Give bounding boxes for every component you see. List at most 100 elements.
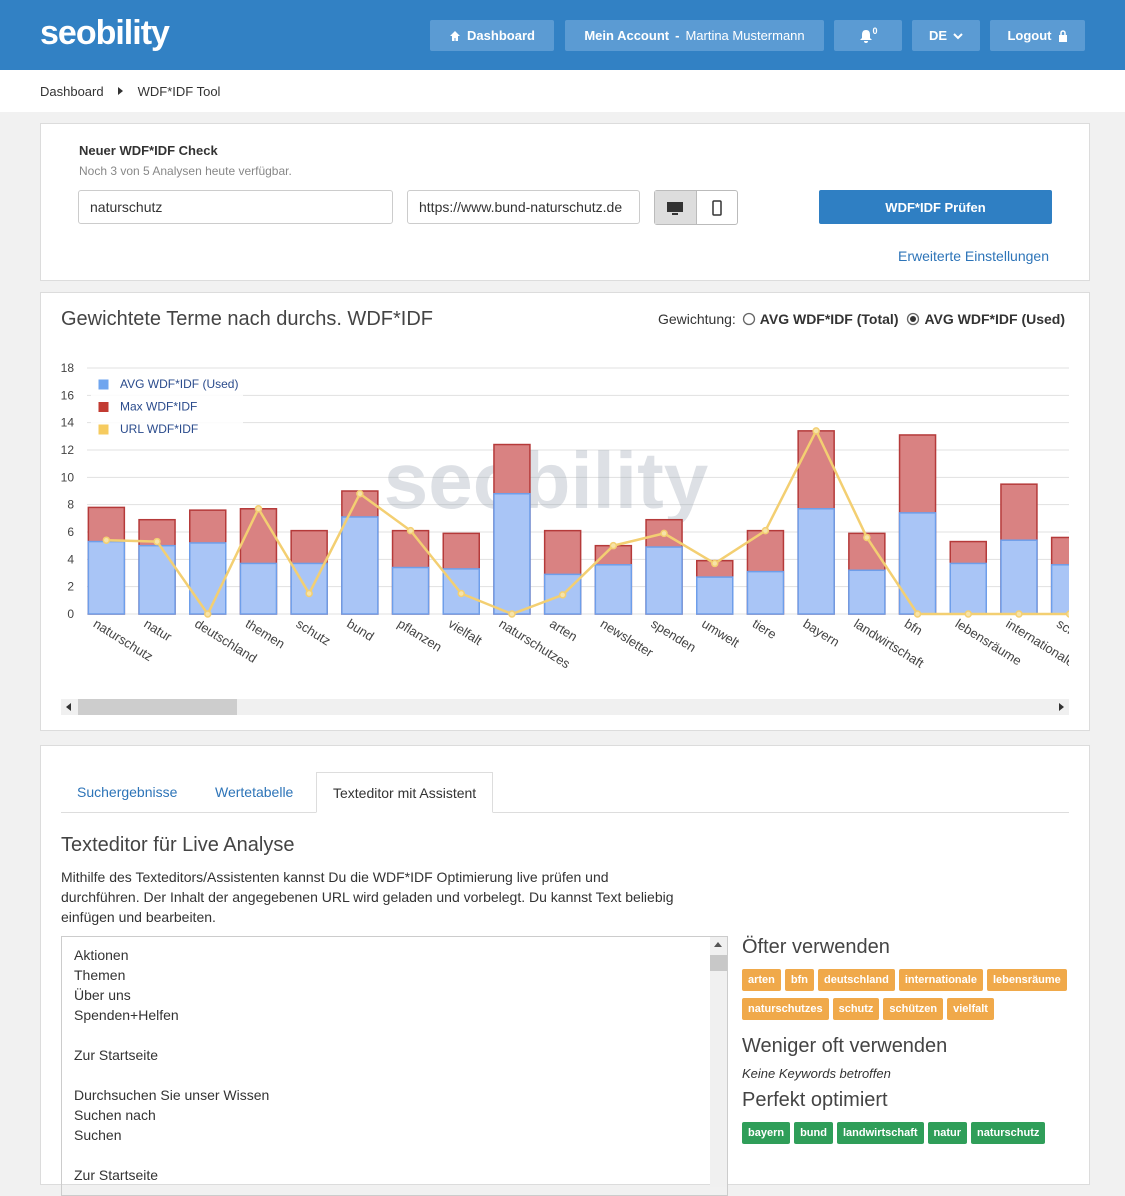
- scroll-up[interactable]: [710, 937, 727, 951]
- tag[interactable]: bfn: [784, 969, 815, 991]
- bar: [645, 546, 683, 615]
- crumb[interactable]: Dashboard: [40, 83, 104, 99]
- legend-label: AVG WDF*IDF (Used): [120, 377, 238, 391]
- line-point: [558, 591, 567, 599]
- desktop-button[interactable]: [655, 191, 696, 224]
- desktop-icon: [667, 201, 684, 215]
- x-tick-label: bund: [344, 616, 376, 644]
- logout-button[interactable]: Logout: [990, 20, 1085, 51]
- legend-swatch: [97, 378, 110, 391]
- tab[interactable]: Wertetabelle: [215, 784, 294, 800]
- tag[interactable]: arten: [742, 969, 781, 991]
- paragraph: Zur Startseite: [74, 1045, 715, 1065]
- bar: [1050, 564, 1069, 615]
- editor-title: Texteditor für Live Analyse: [61, 834, 295, 856]
- tag[interactable]: naturschutz: [971, 1122, 1046, 1144]
- y-tick-label: 10: [61, 470, 75, 484]
- tab-line: [61, 812, 1069, 813]
- tag[interactable]: schutz: [832, 998, 880, 1020]
- bar: [594, 564, 633, 615]
- radio-dot: [910, 316, 917, 322]
- less-title: Weniger oft verwenden: [742, 1035, 948, 1057]
- bell-icon: [860, 29, 873, 43]
- editor-scroll-thumb[interactable]: [710, 955, 727, 971]
- advanced-link[interactable]: Erweiterte Einstellungen: [898, 248, 1049, 264]
- scrollbar-track[interactable]: [61, 699, 1069, 715]
- line-point: [711, 559, 719, 568]
- tag[interactable]: lebensräume: [986, 969, 1067, 991]
- bar: [696, 576, 734, 615]
- check-card: Neuer WDF*IDF Check Noch 3 von 5 Analyse…: [40, 123, 1090, 281]
- label: Mein Account: [584, 28, 670, 43]
- editor-description: Mithilfe des Texteditors/Assistenten kan…: [61, 869, 674, 925]
- language-button[interactable]: DE: [912, 20, 980, 51]
- line-point: [254, 505, 263, 513]
- tag[interactable]: deutschland: [818, 969, 895, 991]
- keyword-input[interactable]: naturschutz: [78, 190, 393, 224]
- x-tick-label: natur: [141, 616, 175, 645]
- x-tick-label: bfn: [902, 616, 925, 638]
- bar: [1000, 539, 1038, 615]
- text-line: Durchsuchen Sie unser Wissen: [74, 1087, 270, 1103]
- scroll-right[interactable]: [1059, 703, 1064, 711]
- text-editor[interactable]: Aktionen Themen Über uns Spenden+Helfen Zur …: [61, 936, 728, 1196]
- radio[interactable]: [742, 312, 756, 326]
- logo[interactable]: seobility: [40, 14, 170, 52]
- tag[interactable]: vielfalt: [947, 998, 994, 1020]
- bar: [746, 570, 785, 615]
- line-point: [356, 489, 364, 498]
- tag[interactable]: bayern: [742, 1122, 791, 1144]
- home-icon: [450, 30, 461, 41]
- line-point: [457, 589, 465, 598]
- bar: [239, 562, 278, 615]
- line-point: [102, 536, 111, 544]
- assistant: Öfter verwenden arten bfn deutschland inter…: [742, 936, 1072, 1151]
- mobile-button[interactable]: [695, 191, 737, 224]
- bar: [341, 516, 379, 615]
- x-tick-label: bayern: [801, 616, 843, 650]
- line-point: [406, 526, 415, 535]
- bar: [493, 492, 531, 615]
- tag[interactable]: bund: [794, 1122, 833, 1144]
- dashboard-button[interactable]: Dashboard: [430, 20, 554, 51]
- y-tick-label: 14: [61, 416, 75, 430]
- check-subtitle: Noch 3 von 5 Analysen heute verfügbar.: [79, 164, 292, 178]
- bar: [391, 566, 430, 615]
- line-point: [153, 537, 161, 546]
- tag[interactable]: natur: [927, 1122, 968, 1144]
- tag[interactable]: naturschutzes: [742, 998, 829, 1020]
- bar: [189, 542, 227, 615]
- line-point: [761, 526, 770, 535]
- tag[interactable]: landwirtschaft: [836, 1122, 924, 1144]
- check-button[interactable]: WDF*IDF Prüfen: [819, 190, 1052, 224]
- line-point: [1065, 610, 1069, 618]
- tab[interactable]: Suchergebnisse: [77, 784, 178, 800]
- y-tick-label: 2: [67, 580, 74, 594]
- radio[interactable]: [906, 312, 920, 326]
- y-tick-label: 4: [67, 552, 74, 566]
- line-point: [305, 589, 313, 598]
- user: Martina Mustermann: [685, 28, 805, 43]
- url-input[interactable]: https://www.bund-naturschutz.de: [407, 190, 640, 224]
- radio-ring: [742, 312, 755, 326]
- text-line: Spenden+Helfen: [74, 1007, 179, 1023]
- tab[interactable]: Texteditor mit Assistent: [316, 772, 494, 813]
- bar: [797, 508, 835, 615]
- scrollbar-thumb[interactable]: [78, 699, 237, 715]
- bar: [949, 562, 987, 615]
- scroll-left[interactable]: [66, 703, 71, 711]
- editor-scrollbar[interactable]: [710, 937, 727, 1187]
- bar: [848, 569, 886, 615]
- notifications-button[interactable]: 0: [834, 20, 902, 51]
- y-tick-label: 16: [61, 388, 75, 402]
- account-button[interactable]: Mein Account - Martina Mustermann: [565, 20, 824, 51]
- x-tick-label: schutz: [294, 616, 334, 649]
- x-tick-label: tiere: [750, 616, 779, 642]
- label: Logout: [1007, 28, 1052, 43]
- x-tick-label: vielfalt: [446, 616, 486, 648]
- tag[interactable]: internationale: [898, 969, 983, 991]
- tag[interactable]: schützen: [883, 998, 944, 1020]
